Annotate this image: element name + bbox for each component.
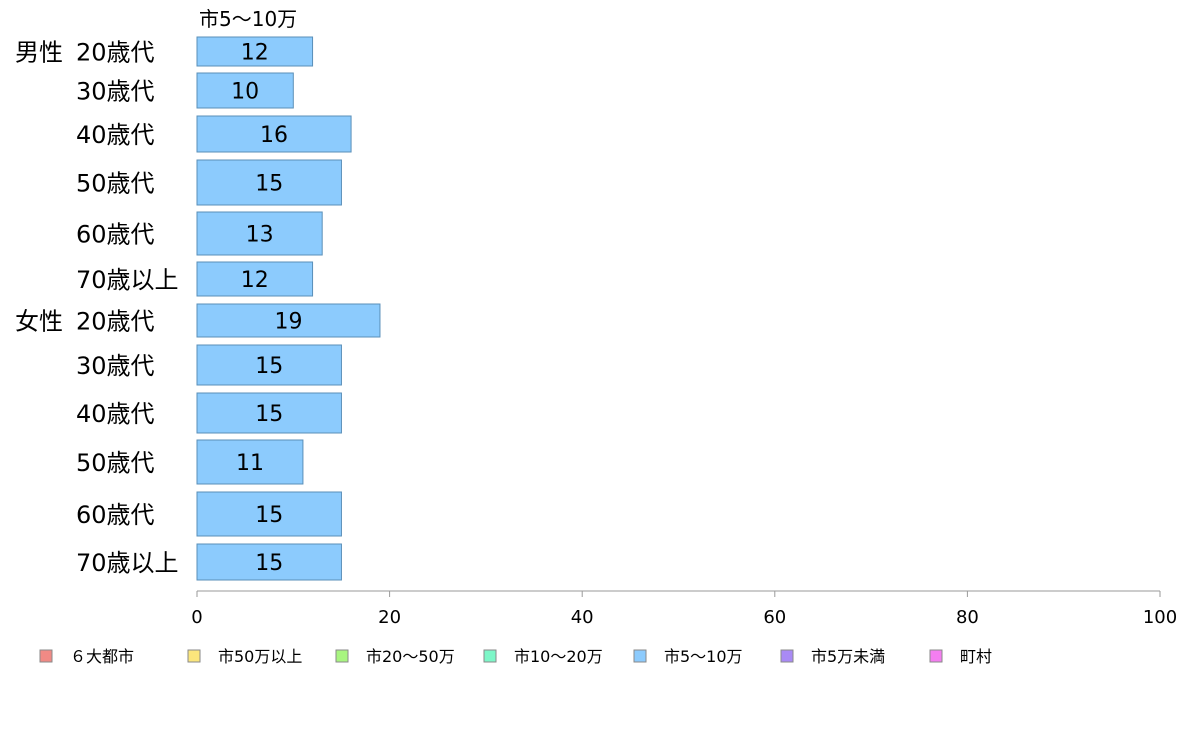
bar: [196, 543, 342, 581]
bar: [196, 392, 342, 434]
category-label: 50歳代: [76, 449, 155, 477]
bar: [196, 261, 314, 297]
legend-swatch: [929, 649, 943, 663]
bar: [196, 36, 314, 67]
x-tick-label: 100: [1143, 607, 1177, 628]
category-label: 60歳代: [76, 221, 155, 249]
category-label: 40歳代: [76, 121, 155, 149]
category-label: 70歳以上: [76, 266, 179, 294]
legend-label: 市5〜10万: [664, 647, 743, 666]
group-label: 男性: [15, 39, 63, 67]
bar-value-label: 15: [255, 354, 283, 379]
legend-label: ６大都市: [70, 647, 134, 666]
bar-value-label: 10: [231, 80, 259, 105]
legend-label: 市20〜50万: [366, 647, 455, 666]
bar: [196, 491, 342, 537]
category-label: 40歳代: [76, 400, 155, 428]
legend-label: 市50万以上: [218, 647, 302, 666]
legend-swatch: [633, 649, 647, 663]
bar: [196, 115, 352, 153]
bar-value-label: 13: [246, 223, 274, 248]
x-tick-label: 60: [763, 607, 786, 628]
bar-value-label: 11: [236, 451, 264, 476]
bar: [196, 344, 342, 386]
x-tick-label: 20: [378, 607, 401, 628]
category-label: 50歳代: [76, 170, 155, 198]
bar: [196, 211, 323, 256]
bar-value-label: 15: [255, 172, 283, 197]
legend-swatch: [780, 649, 794, 663]
bar: [196, 303, 381, 338]
column-header: 市5〜10万: [199, 7, 297, 31]
legend-swatch: [335, 649, 349, 663]
legend-label: 町村: [960, 647, 992, 666]
legend-label: 市5万未満: [811, 647, 885, 666]
category-label: 20歳代: [76, 39, 155, 67]
bar-value-label: 16: [260, 123, 288, 148]
x-tick-label: 40: [571, 607, 594, 628]
category-label: 30歳代: [76, 78, 155, 106]
bar-value-label: 19: [274, 310, 302, 335]
category-label: 70歳以上: [76, 549, 179, 577]
x-tick-label: 0: [191, 607, 202, 628]
bar: [196, 439, 304, 485]
category-label: 60歳代: [76, 501, 155, 529]
group-label: 女性: [15, 308, 63, 336]
category-label: 30歳代: [76, 352, 155, 380]
bar-value-label: 12: [241, 268, 269, 293]
x-tick-label: 80: [956, 607, 979, 628]
bar-value-label: 15: [255, 551, 283, 576]
legend-swatch: [483, 649, 497, 663]
bar: [196, 159, 342, 206]
bar-value-label: 15: [255, 503, 283, 528]
bar: [196, 72, 294, 109]
category-label: 20歳代: [76, 308, 155, 336]
legend-swatch: [187, 649, 201, 663]
bar-value-label: 15: [255, 402, 283, 427]
bar-value-label: 12: [241, 41, 269, 66]
legend-label: 市10〜20万: [514, 647, 603, 666]
legend-swatch: [39, 649, 53, 663]
